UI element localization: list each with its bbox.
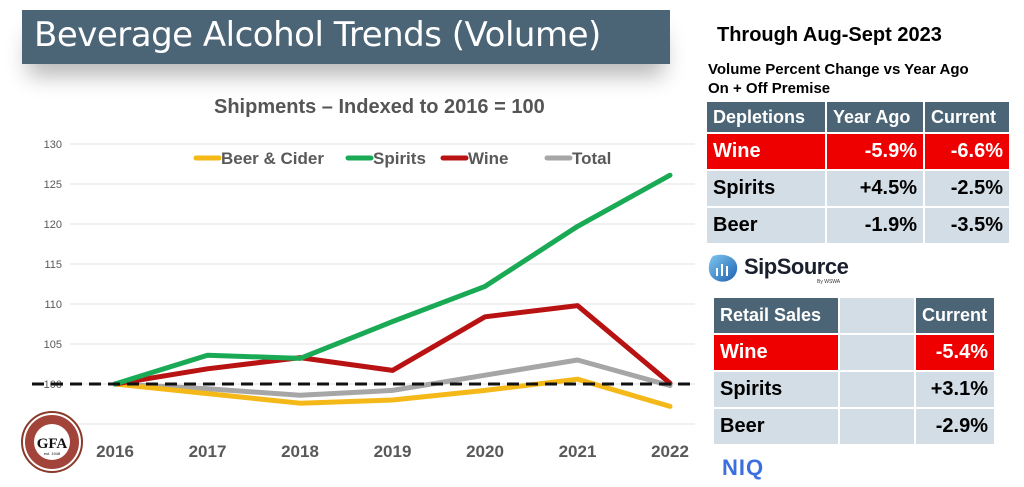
- depletions-table: Depletions Year Ago Current Wine -5.9% -…: [705, 100, 1011, 245]
- x-tick-label: 2022: [651, 442, 689, 461]
- legend-label: Total: [572, 149, 611, 168]
- sipsource-icon: [708, 254, 738, 282]
- table-row: Spirits +4.5% -2.5%: [707, 171, 1009, 206]
- legend-item: Total: [544, 149, 611, 168]
- y-tick-label: 115: [44, 259, 62, 271]
- empty-cell: [840, 335, 914, 370]
- legend-label: Beer & Cider: [221, 149, 324, 168]
- x-tick-label: 2020: [466, 442, 504, 461]
- legend-item: Spirits: [345, 149, 426, 168]
- current-value: -6.6%: [925, 134, 1009, 169]
- x-tick-label: 2019: [374, 442, 412, 461]
- y-tick-label: 120: [44, 219, 62, 231]
- current-value: -2.9%: [916, 409, 994, 444]
- current-value: -5.4%: [916, 335, 994, 370]
- sipsource-name: SipSource: [744, 254, 849, 279]
- x-tick-label: 2018: [281, 442, 319, 461]
- x-tick-label: 2016: [96, 442, 134, 461]
- series-line-beer-cider: [112, 376, 673, 409]
- table-row: Wine -5.4%: [714, 335, 994, 370]
- year-ago-value: -1.9%: [827, 208, 923, 243]
- row-label: Wine: [707, 134, 825, 169]
- header-current: Current: [916, 298, 994, 333]
- table-row: Beer -1.9% -3.5%: [707, 208, 1009, 243]
- metric-subheading: Volume Percent Change vs Year Ago On + O…: [708, 60, 969, 98]
- table-row: Spirits +3.1%: [714, 372, 994, 407]
- row-label: Spirits: [714, 372, 838, 407]
- legend-label: Spirits: [373, 149, 426, 168]
- empty-cell: [840, 409, 914, 444]
- series-line-spirits: [112, 172, 673, 387]
- series-line-total: [112, 357, 673, 398]
- y-tick-label: 110: [44, 299, 62, 311]
- legend-item: Beer & Cider: [193, 149, 324, 168]
- row-label: Wine: [714, 335, 838, 370]
- sipsource-byline: By WSWA: [817, 279, 841, 285]
- table-row: Wine -5.9% -6.6%: [707, 134, 1009, 169]
- series-line-wine: [112, 303, 673, 387]
- current-value: +3.1%: [916, 372, 994, 407]
- year-ago-value: -5.9%: [827, 134, 923, 169]
- metric-subheading-line2: On + Off Premise: [708, 80, 831, 97]
- header-retail-sales: Retail Sales: [714, 298, 838, 333]
- y-tick-label: 130: [44, 139, 62, 151]
- svg-text:GFA: GFA: [37, 436, 68, 452]
- header-current: Current: [925, 102, 1009, 132]
- header-depletions: Depletions: [707, 102, 825, 132]
- row-label: Beer: [707, 208, 825, 243]
- metric-subheading-line1: Volume Percent Change vs Year Ago: [708, 61, 969, 78]
- page-title: Beverage Alcohol Trends (Volume): [34, 15, 601, 55]
- current-value: -3.5%: [925, 208, 1009, 243]
- retail-sales-table: Retail Sales Current Wine -5.4% Spirits …: [712, 296, 996, 446]
- niq-logo: NIQ: [722, 455, 765, 480]
- legend-label: Wine: [468, 149, 508, 168]
- table-header-row: Depletions Year Ago Current: [707, 102, 1009, 132]
- x-tick-label: 2017: [189, 442, 227, 461]
- empty-cell: [840, 372, 914, 407]
- x-tick-label: 2021: [559, 442, 597, 461]
- row-label: Beer: [714, 409, 838, 444]
- current-value: -2.5%: [925, 171, 1009, 206]
- header-year-ago: Year Ago: [827, 102, 923, 132]
- y-tick-label: 125: [44, 179, 62, 191]
- row-label: Spirits: [707, 171, 825, 206]
- year-ago-value: +4.5%: [827, 171, 923, 206]
- title-banner: Beverage Alcohol Trends (Volume): [22, 10, 670, 64]
- table-row: Beer -2.9%: [714, 409, 994, 444]
- y-tick-label: 105: [44, 339, 62, 351]
- period-heading: Through Aug-Sept 2023: [717, 24, 942, 46]
- table-header-row: Retail Sales Current: [714, 298, 994, 333]
- svg-text:est. 1948: est. 1948: [44, 451, 61, 456]
- legend-item: Wine: [440, 149, 508, 168]
- sipsource-logo: SipSource By WSWA: [707, 252, 849, 291]
- header-empty: [840, 298, 914, 333]
- chart-title: Shipments – Indexed to 2016 = 100: [214, 96, 545, 118]
- gfa-logo: GFA est. 1948: [21, 411, 83, 473]
